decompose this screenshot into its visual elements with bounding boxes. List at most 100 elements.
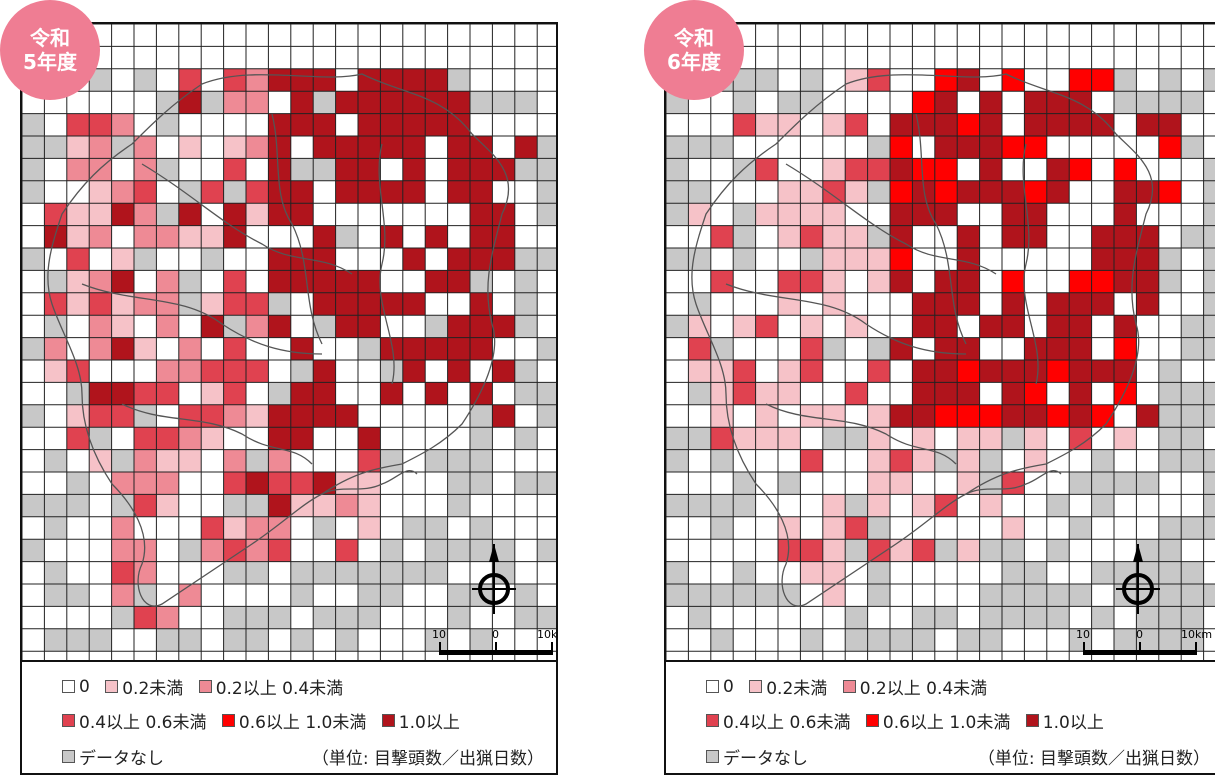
mesh-cell [223, 628, 246, 652]
mesh-cell [223, 472, 246, 495]
mesh-cell [89, 449, 112, 472]
mesh-cell [358, 292, 381, 316]
mesh-cell [66, 494, 90, 517]
mesh-cell [1024, 561, 1047, 584]
mesh-cell [666, 561, 689, 584]
mesh-cell [425, 337, 448, 360]
mesh-cell [867, 158, 890, 181]
mesh-cell [290, 180, 314, 204]
mesh-cell [134, 584, 157, 607]
year-badge: 令和 6年度 [644, 0, 744, 100]
mesh-cell [66, 472, 90, 495]
mesh-cell [470, 203, 493, 226]
mesh-cell [425, 382, 448, 405]
mesh-cell [890, 270, 913, 293]
mesh-cell [1158, 539, 1182, 562]
mesh-cell [1024, 91, 1047, 114]
mesh-cell [358, 158, 381, 181]
mesh-cell [1158, 270, 1182, 293]
mesh-cell [44, 270, 67, 293]
mesh-cell [867, 472, 890, 495]
mesh-cell [470, 427, 493, 450]
mesh-cell [1091, 606, 1114, 629]
mesh-cell [1024, 606, 1047, 629]
mesh-cell [66, 427, 90, 450]
mesh-cell [156, 158, 179, 181]
mesh-cell [1046, 360, 1070, 383]
mesh-cell [66, 248, 90, 271]
mesh-cell [313, 292, 336, 316]
mesh-cell [1114, 315, 1137, 338]
mesh-cell [1002, 606, 1025, 629]
legend-item-04-06: 0.4以上 0.6未満 [706, 708, 850, 733]
mesh-cell [178, 628, 202, 652]
mesh-cell [134, 337, 157, 360]
mesh-cell [912, 113, 935, 136]
mesh-cell [246, 292, 269, 316]
mesh-cell [934, 91, 958, 114]
mesh-cell [156, 449, 179, 472]
mesh-cell [1114, 158, 1137, 181]
mesh-cell [223, 203, 246, 226]
mesh-cell [778, 472, 801, 495]
mesh-cell [268, 292, 291, 316]
mesh-cell [290, 472, 314, 495]
mesh-cell [867, 449, 890, 472]
mesh-cell [733, 360, 756, 383]
mesh-cell [733, 68, 756, 92]
mesh-cell [822, 292, 846, 316]
mesh-cell [1136, 606, 1159, 629]
mesh-cell [268, 606, 291, 629]
mesh-cell [111, 472, 134, 495]
mesh-cell [223, 68, 246, 92]
mesh-cell [934, 337, 958, 360]
mesh-cell [492, 539, 515, 562]
mesh-cell [934, 158, 958, 181]
mesh-cell [957, 180, 980, 204]
mesh-cell [1203, 404, 1215, 428]
mesh-cell [425, 113, 448, 136]
mesh-cell [912, 382, 935, 405]
mesh-cell [1136, 248, 1159, 271]
mesh-cell [380, 584, 403, 607]
mesh-cell [22, 539, 45, 562]
mesh-cell [1136, 404, 1159, 428]
mesh-cell [470, 136, 493, 159]
mesh-cell [492, 404, 515, 428]
mesh-cell [1069, 382, 1092, 405]
mesh-cell [223, 158, 246, 181]
mesh-cell [755, 203, 778, 226]
mesh-cell [268, 68, 291, 92]
mesh-cell [1203, 225, 1215, 248]
mesh-cell [1069, 315, 1092, 338]
mesh-cell [290, 427, 314, 450]
mesh-cell [1158, 628, 1182, 652]
mesh-cell [1002, 516, 1025, 540]
mesh-cell [111, 292, 134, 316]
map-panel-r6: 令和 6年度 [644, 0, 1215, 775]
mesh-cell [1203, 270, 1215, 293]
mesh-cell [514, 584, 538, 607]
mesh-cell [688, 136, 711, 159]
mesh-cell [358, 91, 381, 114]
mesh-cell [201, 360, 224, 383]
mesh-cell [537, 180, 556, 204]
mesh-cell [358, 315, 381, 338]
mesh-cell [447, 449, 470, 472]
mesh-cell [1203, 180, 1215, 204]
mesh-cell [1181, 337, 1204, 360]
mesh-cell [89, 225, 112, 248]
mesh-cell [178, 225, 202, 248]
mesh-cell [201, 292, 224, 316]
mesh-cell [66, 292, 90, 316]
mesh-cell [89, 292, 112, 316]
mesh-cell [1046, 584, 1070, 607]
mesh-cell [912, 628, 935, 652]
mesh-cell [89, 628, 112, 652]
mesh-cell [890, 136, 913, 159]
mesh-cell [246, 315, 269, 338]
mesh-cell [979, 91, 1002, 114]
mesh-cell [290, 404, 314, 428]
mesh-cell [1114, 472, 1137, 495]
mesh-cell [537, 337, 556, 360]
